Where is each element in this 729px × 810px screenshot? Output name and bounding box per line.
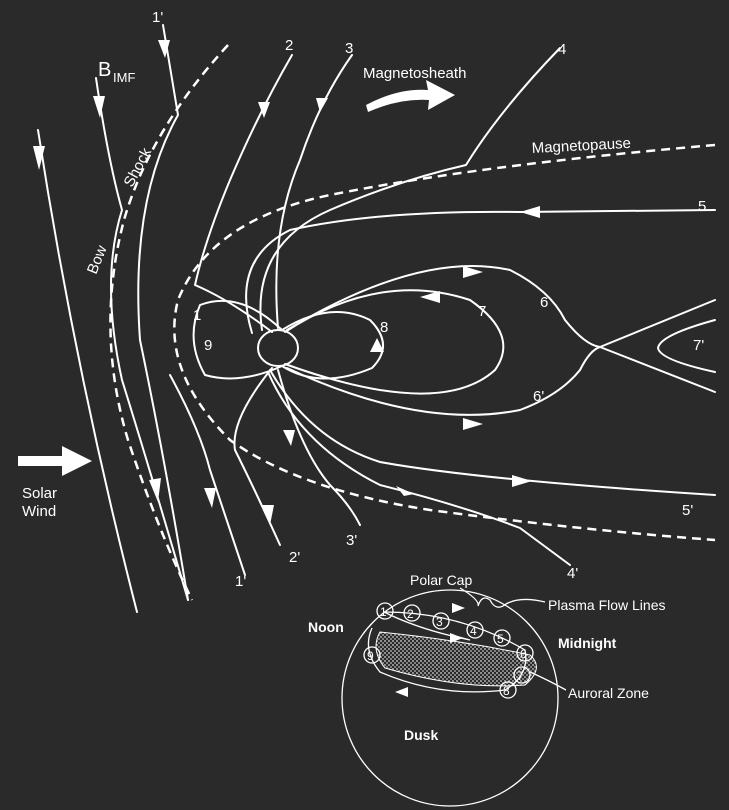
arrow-head <box>520 206 540 218</box>
magnetosheath-label: Magnetosheath <box>363 65 466 82</box>
svg-text:6: 6 <box>520 647 527 661</box>
bow-shock-line <box>109 44 229 601</box>
solar-label: Solar <box>22 485 57 502</box>
noon-label: Noon <box>308 619 344 635</box>
field-line-numbers: 1' 2 3 4 5 6 7 7' 8 1 9 6' 5' 4' 3' 2' 1… <box>152 9 706 590</box>
polar-inset: 1 2 3 4 5 6 7 8 9 Polar Cap Plasma Flow … <box>308 572 666 807</box>
auroral-zone <box>375 631 537 687</box>
field-line-6: 6 <box>540 294 548 311</box>
arrow-head <box>450 633 463 643</box>
main-labels: B IMF Bow Shock Magnetosheath Magnetopau… <box>22 59 631 520</box>
svg-text:3: 3 <box>436 615 443 629</box>
svg-text:4: 4 <box>470 624 477 638</box>
arrow-head <box>204 488 216 508</box>
field-line-2-top: 2 <box>285 37 293 54</box>
dusk-label: Dusk <box>404 727 438 743</box>
field-line-9: 9 <box>204 337 212 354</box>
inset-marker-1: 1 <box>376 602 394 620</box>
inset-marker-3: 3 <box>432 612 450 630</box>
svg-text:2: 2 <box>407 607 414 621</box>
field-line-1p-bottom: 1' <box>235 573 246 590</box>
b-imf-label: B <box>98 59 111 81</box>
inset-marker-8: 8 <box>499 681 517 699</box>
arrow-head <box>158 40 170 58</box>
arrow-head <box>396 486 414 496</box>
earth-globe <box>341 589 559 807</box>
inset-marker-2: 2 <box>403 604 421 622</box>
field-line-3-top: 3 <box>345 40 353 57</box>
field-line-2p: 2' <box>289 549 300 566</box>
field-line-5p: 5' <box>682 502 693 519</box>
magnetopause-line <box>173 143 716 542</box>
auroral-zone-label: Auroral Zone <box>568 685 649 701</box>
interplanetary-field-lines <box>33 24 189 613</box>
inset-marker-4: 4 <box>466 621 484 639</box>
arrow-head <box>283 430 295 446</box>
earth <box>257 329 299 367</box>
field-line-8: 8 <box>380 319 388 336</box>
arrow-head <box>395 687 408 697</box>
arrow-head <box>463 266 483 278</box>
field-line-1p-top: 1' <box>152 9 163 26</box>
field-line-4p: 4' <box>567 565 578 582</box>
inset-marker-6: 6 <box>516 644 534 662</box>
field-line-5-top: 5 <box>698 198 706 215</box>
plasma-flow-lines-label: Plasma Flow Lines <box>548 597 666 613</box>
arrow-head <box>512 475 532 487</box>
field-line-3p: 3' <box>346 532 357 549</box>
svg-text:9: 9 <box>367 649 374 663</box>
midnight-label: Midnight <box>558 635 617 651</box>
arrow-head <box>258 102 270 118</box>
arrow-head <box>93 96 105 118</box>
b-imf-subscript: IMF <box>113 70 135 85</box>
field-line-7: 7 <box>478 303 486 320</box>
bow-label: Bow <box>84 243 111 277</box>
magnetosheath-flow-arrow <box>366 80 455 112</box>
wind-label: Wind <box>22 503 56 520</box>
solar-wind-arrow <box>18 446 92 476</box>
polar-cap-label: Polar Cap <box>410 572 472 588</box>
svg-text:8: 8 <box>503 684 510 698</box>
svg-text:5: 5 <box>497 632 504 646</box>
arrow-head <box>33 146 45 170</box>
arrow-head <box>452 603 465 613</box>
arrow-head <box>316 98 328 112</box>
arrow-head <box>463 418 483 430</box>
arrow-head <box>149 478 161 502</box>
inset-marker-9: 9 <box>363 646 381 664</box>
inset-marker-5: 5 <box>493 629 511 647</box>
arrow-head <box>420 291 440 303</box>
arrow-head <box>370 338 384 352</box>
field-line-4-top: 4 <box>558 41 566 58</box>
field-line-6p: 6' <box>533 388 544 405</box>
svg-text:1: 1 <box>380 605 387 619</box>
inset-marker-7: 7 <box>513 666 531 684</box>
magnetopause-label: Magnetopause <box>531 135 631 157</box>
field-line-7p: 7' <box>693 337 704 354</box>
magnetospheric-field-lines <box>169 47 716 576</box>
field-line-1: 1 <box>193 307 201 324</box>
svg-text:7: 7 <box>517 669 524 683</box>
arrow-head <box>262 505 274 525</box>
